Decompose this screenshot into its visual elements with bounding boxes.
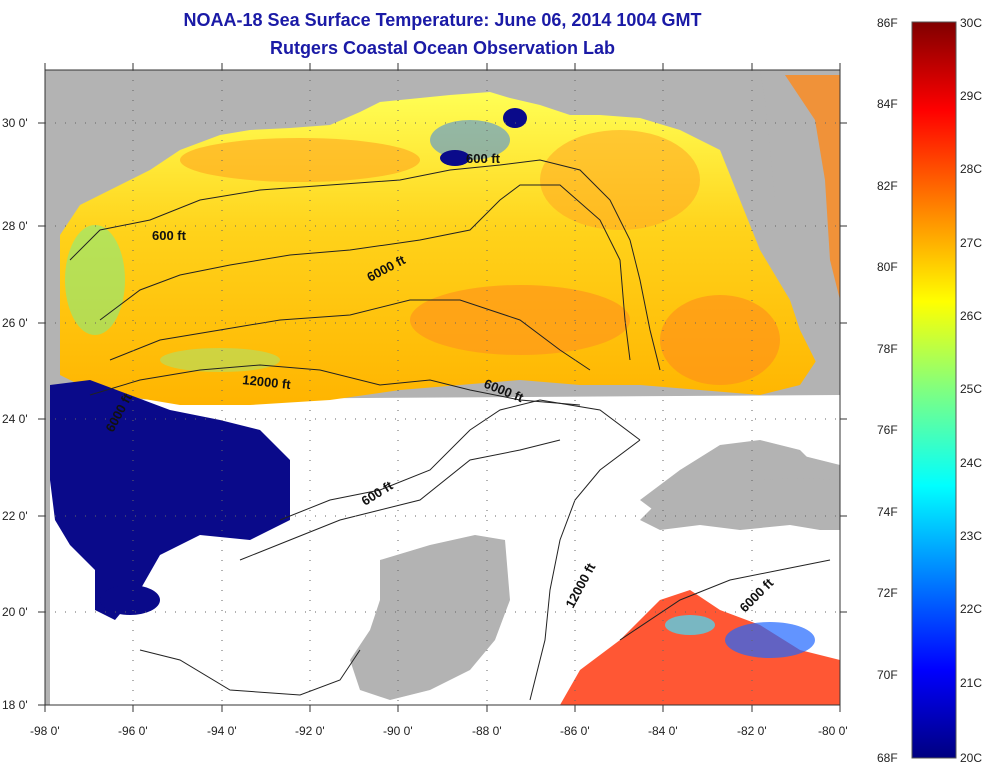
- lat-tick-label: 30 0': [2, 116, 28, 130]
- lon-tick-label: -82 0': [737, 724, 767, 738]
- lon-tick-label: -94 0': [207, 724, 237, 738]
- colorbar-f-label: 78F: [877, 342, 898, 356]
- yucatan-land: [350, 535, 510, 700]
- colorbar-c-label: 21C: [960, 676, 982, 690]
- caribbean-cyan-streak: [665, 615, 715, 635]
- cloud-blue-patch-south: [100, 585, 160, 615]
- warm-loop-current: [540, 130, 700, 230]
- map-title: NOAA-18 Sea Surface Temperature: June 06…: [183, 10, 702, 30]
- cool-coastal-texas: [65, 225, 125, 335]
- florida-east-sst: [785, 75, 840, 300]
- lon-tick-label: -98 0': [30, 724, 60, 738]
- lat-tick-label: 20 0': [2, 605, 28, 619]
- colorbar-f-label: 74F: [877, 505, 898, 519]
- colorbar-c-label: 26C: [960, 309, 982, 323]
- colorbar-f-label: 86F: [877, 16, 898, 30]
- colorbar-f-label: 72F: [877, 586, 898, 600]
- lat-tick-label: 24 0': [2, 412, 28, 426]
- lon-tick-label: -92 0': [295, 724, 325, 738]
- colorbar-c-label: 23C: [960, 529, 982, 543]
- contour-label-12000ft-central: 12000 ft: [242, 372, 292, 392]
- lon-tick-label: -86 0': [560, 724, 590, 738]
- colorbar-f-label: 82F: [877, 179, 898, 193]
- colorbar-c-label: 28C: [960, 162, 982, 176]
- lat-tick-label: 26 0': [2, 316, 28, 330]
- sst-colorbar: [911, 21, 957, 759]
- cuba-land: [640, 450, 840, 515]
- colorbar-f-label: 80F: [877, 260, 898, 274]
- colorbar-c-label: 27C: [960, 236, 982, 250]
- warm-shelf-area: [660, 295, 780, 385]
- colorbar-f-label: 84F: [877, 97, 898, 111]
- lon-tick-label: -96 0': [118, 724, 148, 738]
- lon-tick-label: -90 0': [383, 724, 413, 738]
- colorbar-c-label: 30C: [960, 16, 982, 30]
- latitude-tick-marks: [38, 122, 847, 706]
- colorbar-c-label: 24C: [960, 456, 982, 470]
- lon-tick-label: -84 0': [648, 724, 678, 738]
- colorbar-f-label: 68F: [877, 751, 898, 765]
- lat-tick-label: 22 0': [2, 509, 28, 523]
- colorbar-f-label: 76F: [877, 423, 898, 437]
- caribbean-cool-streak: [725, 622, 815, 658]
- caribbean-sst: [560, 590, 840, 705]
- colorbar-c-label: 25C: [960, 382, 982, 396]
- colorbar-f-label: 70F: [877, 668, 898, 682]
- contour-label-600ft-nw: 600 ft: [152, 228, 187, 243]
- longitude-tick-marks: [44, 63, 841, 712]
- warm-north-shelf: [180, 138, 420, 182]
- bathymetry-contours: [69, 159, 831, 701]
- cloud-blue-patch-west: [50, 380, 290, 620]
- lon-tick-label: -80 0': [818, 724, 848, 738]
- lat-tick-label: 18 0': [2, 698, 28, 712]
- colorbar-c-label: 20C: [960, 751, 982, 765]
- lat-tick-label: 28 0': [2, 219, 28, 233]
- contour-label-600ft-ne: 600 ft: [466, 151, 501, 166]
- map-frame: [44, 69, 841, 706]
- colorbar-c-label: 29C: [960, 89, 982, 103]
- lon-tick-label: -88 0': [472, 724, 502, 738]
- colorbar-c-label: 22C: [960, 602, 982, 616]
- cloud-blue-patch-north: [503, 108, 527, 128]
- cool-mississippi-plume: [430, 120, 510, 160]
- cloud-blue-patch-delta: [440, 150, 470, 166]
- map-subtitle: Rutgers Coastal Ocean Observation Lab: [269, 38, 616, 58]
